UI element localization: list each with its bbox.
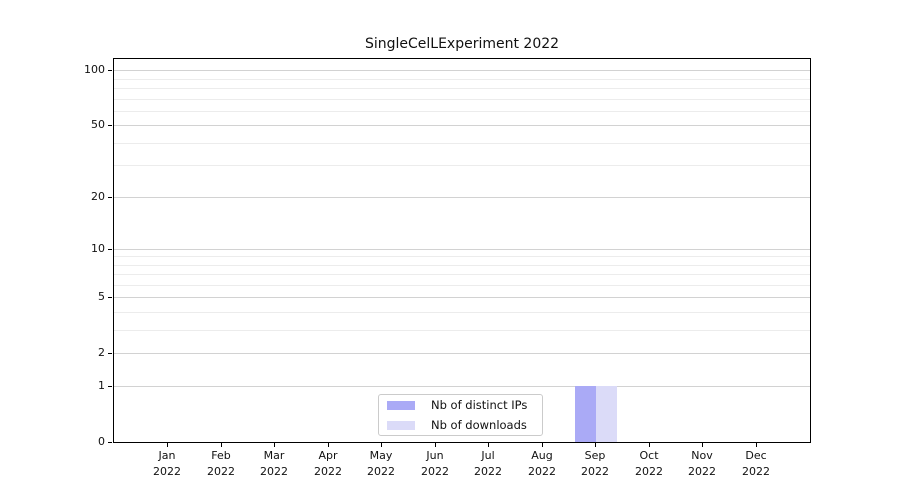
x-axis-tick-label: Aug 2022 — [502, 448, 582, 480]
bar-nb-of-distinct-ips — [575, 386, 596, 442]
x-axis-tick-label-month: Aug — [531, 449, 553, 462]
x-axis-tick — [381, 443, 382, 447]
x-axis-tick-label: Jun 2022 — [395, 448, 475, 480]
x-axis-tick-label-month: Jun — [426, 449, 444, 462]
y-axis-tick-label: 100 — [84, 63, 105, 76]
y-axis-tick — [108, 70, 112, 71]
gridline-minor — [114, 111, 810, 112]
legend: Nb of distinct IPs Nb of downloads — [378, 394, 543, 436]
gridline-minor — [114, 330, 810, 331]
x-axis-tick-label-month: Nov — [691, 449, 713, 462]
x-axis-tick-label-month: Apr — [318, 449, 338, 462]
gridline-minor — [114, 265, 810, 266]
x-axis-tick-label-year: 2022 — [581, 465, 609, 478]
gridline-major — [114, 353, 810, 354]
gridline-minor — [114, 285, 810, 286]
x-axis-tick-label-year: 2022 — [421, 465, 449, 478]
x-axis-tick-label-month: May — [369, 449, 393, 462]
x-axis-tick-label-month: Oct — [639, 449, 659, 462]
x-axis-tick-label-year: 2022 — [474, 465, 502, 478]
x-axis-tick-label: May 2022 — [341, 448, 421, 480]
x-axis-tick-label: Mar 2022 — [234, 448, 314, 480]
x-axis-tick-label-year: 2022 — [260, 465, 288, 478]
y-axis-tick — [108, 249, 112, 250]
y-axis-tick-label: 10 — [91, 242, 105, 255]
legend-label: Nb of distinct IPs — [431, 398, 528, 412]
gridline-minor — [114, 256, 810, 257]
legend-swatch-nb-of-distinct-ips — [387, 400, 415, 410]
x-axis-tick-label-month: Dec — [745, 449, 767, 462]
x-axis-tick-label: Oct 2022 — [609, 448, 689, 480]
x-axis-tick — [328, 443, 329, 447]
x-axis-tick — [595, 443, 596, 447]
x-axis-tick — [756, 443, 757, 447]
y-axis-tick — [108, 197, 112, 198]
x-axis-tick-label-year: 2022 — [367, 465, 395, 478]
gridline-minor — [114, 274, 810, 275]
y-axis-tick-label: 5 — [98, 290, 105, 303]
x-axis-tick-label: Apr 2022 — [288, 448, 368, 480]
gridline-major — [114, 297, 810, 298]
legend-entry: Nb of downloads — [379, 415, 542, 435]
legend-swatch-nb-of-downloads — [387, 420, 415, 430]
x-axis-tick — [488, 443, 489, 447]
x-axis-tick — [167, 443, 168, 447]
x-axis-tick — [274, 443, 275, 447]
x-axis-tick-label-year: 2022 — [635, 465, 663, 478]
legend-entry: Nb of distinct IPs — [379, 395, 542, 415]
chart-title: SingleCelLExperiment 2022 — [364, 36, 560, 52]
x-axis-tick-label-month: Sep — [584, 449, 606, 462]
x-axis-tick-label-year: 2022 — [528, 465, 556, 478]
y-axis-tick-label: 20 — [91, 190, 105, 203]
bar-nb-of-downloads — [596, 386, 617, 442]
y-axis-tick-label: 0 — [98, 435, 105, 448]
gridline-major — [114, 125, 810, 126]
x-axis-tick — [221, 443, 222, 447]
y-axis-tick — [108, 125, 112, 126]
x-axis-tick — [702, 443, 703, 447]
x-axis-tick-label-month: Jul — [481, 449, 495, 462]
x-axis-tick-label-month: Feb — [211, 449, 231, 462]
x-axis-tick-label-year: 2022 — [153, 465, 181, 478]
y-axis-tick-label: 50 — [91, 118, 105, 131]
x-axis-tick-label-month: Mar — [263, 449, 285, 462]
gridline-minor — [114, 165, 810, 166]
x-axis-tick-label: Jul 2022 — [448, 448, 528, 480]
x-axis-tick-label-month: Jan — [158, 449, 176, 462]
gridline-minor — [114, 99, 810, 100]
y-axis-tick-label: 2 — [98, 346, 105, 359]
gridline-major — [114, 70, 810, 71]
x-axis-tick-label-year: 2022 — [207, 465, 235, 478]
gridline-major — [114, 249, 810, 250]
y-axis-tick — [108, 442, 112, 443]
x-axis-tick-label: Sep 2022 — [555, 448, 635, 480]
gridline-major — [114, 386, 810, 387]
x-axis-tick-label-year: 2022 — [742, 465, 770, 478]
x-axis-tick-label: Jan 2022 — [127, 448, 207, 480]
x-axis-tick-label: Dec 2022 — [716, 448, 796, 480]
gridline-minor — [114, 312, 810, 313]
y-axis-tick — [108, 386, 112, 387]
gridline-minor — [114, 79, 810, 80]
gridline-minor — [114, 88, 810, 89]
gridline-minor — [114, 143, 810, 144]
x-axis-tick — [435, 443, 436, 447]
x-axis-tick-label-year: 2022 — [314, 465, 342, 478]
y-axis-tick-label: 1 — [98, 379, 105, 392]
gridline-major — [114, 197, 810, 198]
x-axis-tick-label: Feb 2022 — [181, 448, 261, 480]
legend-label: Nb of downloads — [431, 418, 527, 432]
x-axis-tick — [542, 443, 543, 447]
y-axis-tick — [108, 353, 112, 354]
x-axis-tick-label: Nov 2022 — [662, 448, 742, 480]
x-axis-tick-label-year: 2022 — [688, 465, 716, 478]
x-axis-tick — [649, 443, 650, 447]
plot-area — [113, 58, 811, 443]
y-axis-tick — [108, 297, 112, 298]
